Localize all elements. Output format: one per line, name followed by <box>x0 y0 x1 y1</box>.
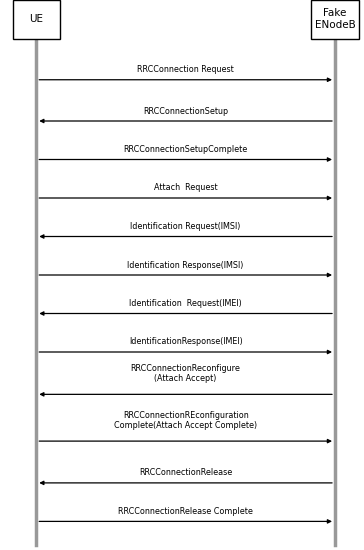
Text: Identification Request(IMSI): Identification Request(IMSI) <box>130 222 241 231</box>
Text: Attach  Request: Attach Request <box>154 184 217 192</box>
Text: RRCConnectionReconfigure
(Attach Accept): RRCConnectionReconfigure (Attach Accept) <box>131 364 241 383</box>
Text: RRCConnectionREconfiguration
Complete(Attach Accept Complete): RRCConnectionREconfiguration Complete(At… <box>114 411 257 430</box>
Text: RRCConnectionRelease Complete: RRCConnectionRelease Complete <box>118 507 253 516</box>
Text: RRCConnectionRelease: RRCConnectionRelease <box>139 469 232 477</box>
FancyBboxPatch shape <box>13 0 60 39</box>
Text: RRCConnectionSetupComplete: RRCConnectionSetupComplete <box>123 145 248 154</box>
Text: Identification  Request(IMEI): Identification Request(IMEI) <box>129 299 242 308</box>
Text: RRCConnectionSetup: RRCConnectionSetup <box>143 107 228 116</box>
Text: UE: UE <box>29 14 43 24</box>
Text: Identification Response(IMSI): Identification Response(IMSI) <box>127 261 244 270</box>
Text: IdentificationResponse(IMEI): IdentificationResponse(IMEI) <box>129 338 242 346</box>
Text: Fake
ENodeB: Fake ENodeB <box>314 8 355 30</box>
FancyBboxPatch shape <box>311 0 359 39</box>
Text: RRCConnection Request: RRCConnection Request <box>137 65 234 74</box>
